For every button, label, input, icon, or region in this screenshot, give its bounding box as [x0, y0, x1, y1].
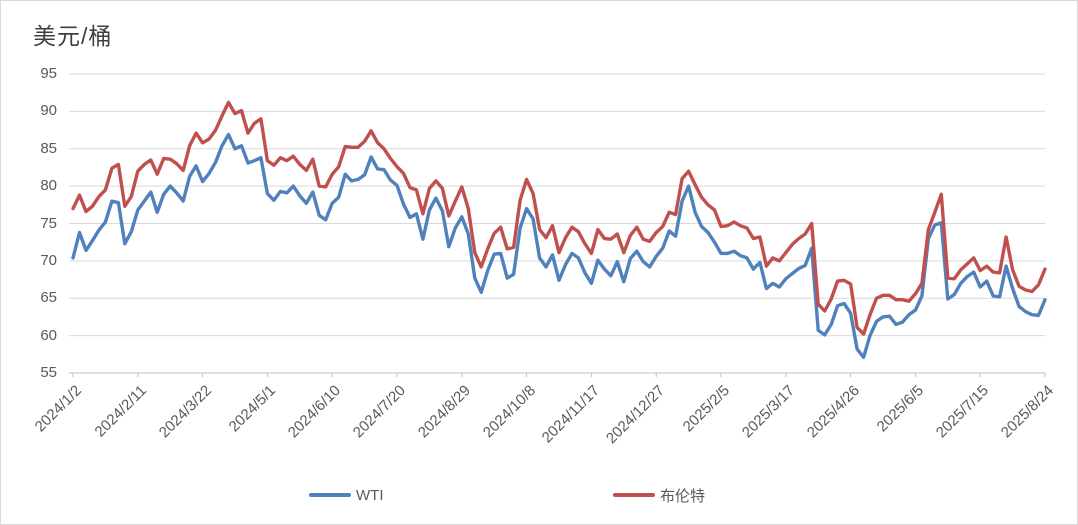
legend-label-brent: 布伦特	[660, 487, 706, 505]
wti-line-swatch	[309, 493, 351, 497]
brent-line-swatch	[613, 493, 655, 497]
y-axis-tick-label: 90	[40, 102, 57, 120]
y-axis-tick-label: 95	[40, 65, 57, 82]
legend-label-wti: WTI	[356, 486, 384, 504]
y-axis-tick-label: 60	[40, 326, 57, 344]
y-axis-tick-label: 85	[40, 139, 57, 157]
y-axis-tick-label: 70	[40, 251, 57, 269]
y-axis-tick-label: 75	[40, 214, 57, 232]
brent-line	[71, 100, 1047, 336]
y-axis-tick-label: 55	[40, 364, 57, 381]
chart-title: 美元/桶	[33, 23, 113, 49]
y-axis-tick-label: 65	[40, 289, 57, 307]
wti-line	[71, 132, 1047, 359]
y-axis-tick-label: 80	[40, 177, 57, 195]
legend-item-brent: 布伦特	[613, 485, 705, 505]
legend-item-wti: WTI	[309, 485, 384, 505]
